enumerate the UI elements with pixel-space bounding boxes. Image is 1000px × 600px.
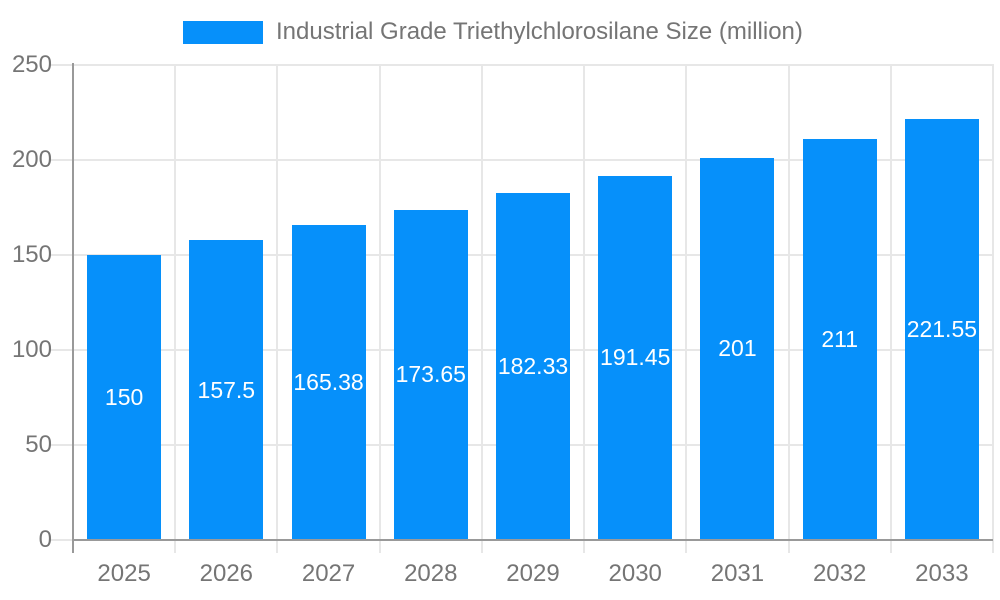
x-tick-label: 2030 (608, 560, 662, 587)
bar-2031 (700, 157, 775, 539)
x-tick-label: 2027 (301, 560, 356, 587)
bar-2026 (189, 240, 264, 539)
bar-value-label: 191.45 (600, 344, 671, 371)
y-tick-label: 200 (11, 145, 52, 173)
bar-2027 (291, 225, 366, 539)
x-gridline (276, 64, 279, 553)
x-tick-label: 2031 (710, 560, 765, 587)
bar-value-label: 165.38 (293, 369, 364, 396)
y-tick-label: 50 (25, 430, 52, 458)
x-gridline (174, 64, 177, 553)
bar-value-label: 157.5 (197, 376, 256, 403)
legend-label: Industrial Grade Triethylchlorosilane Si… (276, 18, 803, 45)
y-axis-line (72, 63, 74, 553)
x-tick-label: 2026 (199, 560, 254, 587)
bar-2030 (598, 175, 673, 539)
y-gridline (51, 63, 993, 66)
x-gridline (992, 64, 994, 553)
x-tick-label: 2032 (812, 560, 867, 587)
y-gridline (51, 158, 993, 161)
bar-value-label: 182.33 (497, 353, 569, 380)
bar-value-label: 211 (821, 325, 858, 352)
x-gridline (787, 64, 790, 553)
bar-2028 (393, 209, 468, 539)
x-gridline (583, 64, 586, 553)
bar-2029 (496, 193, 570, 539)
legend-swatch (183, 20, 263, 44)
x-tick-label: 2028 (404, 560, 458, 587)
y-tick-label: 100 (11, 335, 52, 363)
x-gridline (378, 64, 381, 553)
y-tick-label: 250 (11, 50, 52, 78)
x-axis-line (72, 539, 993, 541)
bar-2032 (802, 138, 877, 539)
x-gridline (480, 64, 483, 553)
bar-2025 (87, 254, 162, 539)
bar-value-label: 173.65 (395, 361, 466, 388)
x-gridline (889, 64, 892, 553)
y-tick-label: 150 (11, 240, 52, 268)
bar-value-label: 150 (104, 383, 144, 410)
y-tick-label: 0 (38, 526, 52, 553)
legend-item[interactable]: Industrial Grade Triethylchlorosilane Si… (183, 18, 803, 46)
bar-2033 (904, 118, 979, 539)
bar-value-label: 201 (718, 335, 757, 362)
x-tick-label: 2025 (97, 560, 151, 587)
x-gridline (685, 64, 688, 553)
bar-value-label: 221.55 (906, 315, 978, 342)
x-tick-label: 2029 (506, 560, 560, 587)
x-tick-label: 2033 (915, 560, 969, 587)
